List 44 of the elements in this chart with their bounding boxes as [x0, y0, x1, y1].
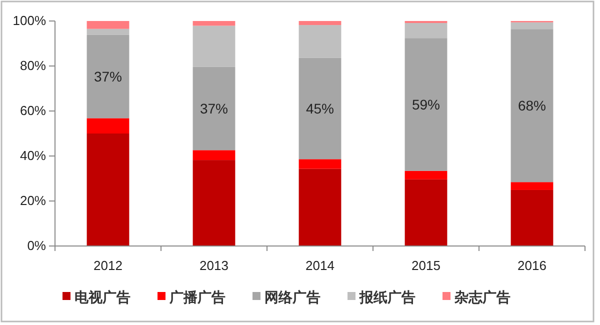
- x-tick-label: 2014: [306, 258, 334, 273]
- x-tick-label: 2012: [94, 258, 122, 273]
- y-tick-label: 0%: [27, 238, 46, 254]
- legend-label: 广播广告: [168, 288, 226, 306]
- x-tick-label: 2016: [518, 258, 546, 273]
- x-tick-label: 2015: [412, 258, 440, 273]
- bar: [298, 21, 342, 26]
- bar: [192, 26, 236, 67]
- legend-label: 报纸广告: [358, 288, 416, 306]
- data-label: 59%: [412, 96, 440, 112]
- legend-label: 电视广告: [74, 288, 130, 306]
- bar: [86, 118, 130, 134]
- bar: [86, 134, 130, 246]
- y-tick-label: 80%: [20, 58, 46, 74]
- y-tick-label: 100%: [12, 13, 46, 28]
- bar: [404, 23, 448, 38]
- y-tick-label: 20%: [20, 193, 46, 208]
- bar: [510, 190, 554, 246]
- bar: [192, 150, 236, 160]
- y-tick-label: 40%: [20, 148, 46, 164]
- bar: [298, 159, 342, 169]
- bar: [86, 28, 130, 35]
- legend-label: 网络广告: [264, 288, 320, 306]
- bar: [404, 179, 448, 246]
- bar: [404, 38, 448, 171]
- data-label: 45%: [306, 100, 334, 116]
- bar: [298, 25, 342, 58]
- bar: [298, 168, 342, 246]
- bar: [404, 170, 448, 180]
- x-tick-label: 2013: [200, 258, 228, 273]
- bar: [510, 22, 554, 30]
- bar: [510, 29, 554, 182]
- bar: [86, 21, 130, 29]
- data-label: 68%: [518, 98, 546, 114]
- y-tick-label: 60%: [20, 103, 46, 118]
- bar: [192, 160, 236, 246]
- bar: [192, 66, 236, 150]
- bar: [298, 58, 342, 160]
- bar: [192, 21, 236, 26]
- bar: [510, 182, 554, 190]
- data-label: 37%: [200, 100, 228, 116]
- legend-label: 杂志广告: [454, 288, 510, 306]
- bar: [86, 34, 130, 118]
- data-label: 37%: [94, 68, 122, 84]
